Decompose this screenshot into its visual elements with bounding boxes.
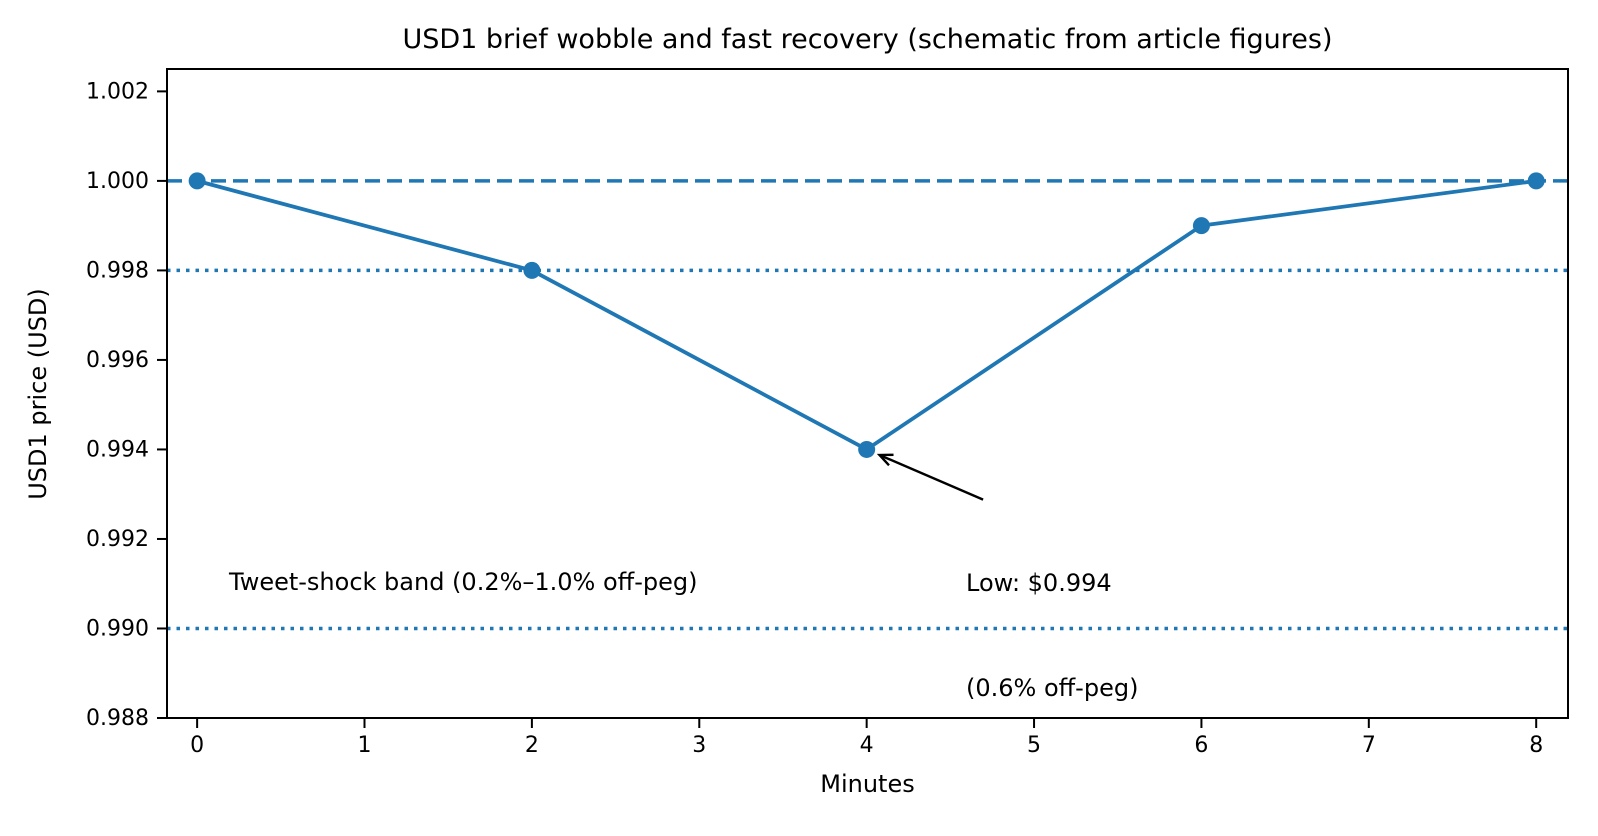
data-point-marker (1527, 172, 1545, 190)
tweet-shock-band-label: Tweet-shock band (0.2%–1.0% off-peg) (229, 568, 698, 596)
x-axis-label: Minutes (820, 770, 915, 798)
data-point-marker (1192, 217, 1210, 235)
annotation-arrow-head (876, 453, 894, 467)
data-point-marker (523, 261, 541, 279)
low-point-annotation: Low: $0.994 (0.6% off-peg) (966, 496, 1138, 776)
x-tick-label: 7 (1362, 733, 1376, 758)
x-tick-label: 4 (860, 733, 874, 758)
x-tick-label: 3 (692, 733, 706, 758)
y-tick-label: 0.990 (86, 616, 149, 641)
y-tick-label: 1.000 (86, 169, 149, 194)
y-tick-label: 0.996 (86, 348, 149, 373)
x-tick-label: 2 (525, 733, 539, 758)
x-tick-label: 0 (190, 733, 204, 758)
y-tick-label: 0.998 (86, 258, 149, 283)
y-tick-label: 0.994 (86, 437, 149, 462)
chart-title: USD1 brief wobble and fast recovery (sch… (402, 24, 1333, 55)
y-tick-label: 0.988 (86, 706, 149, 731)
y-tick-label: 0.992 (86, 527, 149, 552)
low-point-annotation-line2: (0.6% off-peg) (966, 674, 1139, 702)
low-point-annotation-line1: Low: $0.994 (966, 569, 1112, 597)
price-line (195, 178, 1539, 452)
x-tick-label: 6 (1194, 733, 1208, 758)
x-tick-label: 5 (1027, 733, 1041, 758)
data-point-marker (188, 172, 206, 190)
x-tick-label: 1 (358, 733, 372, 758)
annotation-arrow-shaft (879, 453, 984, 501)
y-tick-label: 1.002 (86, 79, 149, 104)
data-point-marker (858, 440, 876, 458)
plot-border (166, 68, 1569, 719)
y-axis-label: USD1 price (USD) (24, 288, 52, 500)
x-tick-label: 8 (1529, 733, 1543, 758)
